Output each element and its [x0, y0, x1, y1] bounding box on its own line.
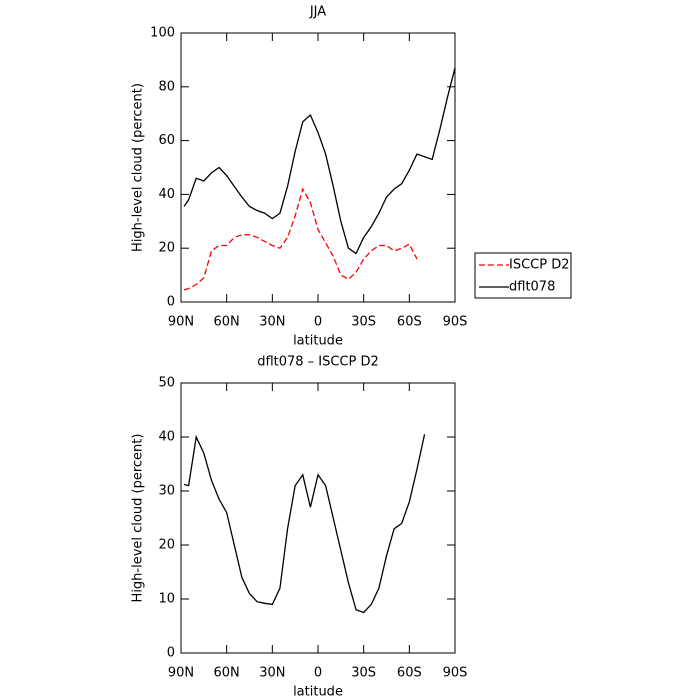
- chart-title: dflt078 – ISCCP D2: [257, 355, 379, 370]
- legend-box: [474, 252, 572, 299]
- y-axis-label: High-level cloud (percent): [131, 83, 146, 252]
- x-tick-label: 30N: [259, 666, 285, 681]
- x-axis-label: latitude: [293, 685, 343, 700]
- x-tick-label: 60S: [397, 666, 422, 681]
- x-tick-label: 90S: [443, 666, 468, 681]
- x-tick-label: 30N: [259, 315, 285, 330]
- x-tick-label: 60S: [397, 315, 422, 330]
- x-tick-label: 60N: [214, 315, 240, 330]
- y-tick-label: 20: [158, 538, 175, 553]
- y-tick-label: 30: [158, 484, 175, 499]
- legend-label: dflt078: [509, 280, 555, 295]
- y-axis-label: High-level cloud (percent): [131, 434, 146, 603]
- y-tick-label: 80: [158, 79, 175, 94]
- x-tick-label: 90N: [168, 315, 194, 330]
- y-tick-label: 50: [158, 376, 175, 391]
- y-tick-label: 60: [158, 133, 175, 148]
- x-tick-label: 0: [314, 666, 322, 681]
- x-tick-label: 0: [314, 315, 322, 330]
- series-line: [183, 187, 418, 291]
- x-tick-label: 60N: [214, 666, 240, 681]
- y-tick-label: 40: [158, 430, 175, 445]
- y-tick-label: 100: [150, 26, 175, 41]
- plot-frame: [180, 32, 456, 303]
- x-tick-label: 30S: [351, 315, 376, 330]
- x-tick-label: 90N: [168, 666, 194, 681]
- y-tick-label: 0: [167, 295, 175, 310]
- plot-frame: [180, 382, 456, 654]
- y-tick-label: 0: [167, 646, 175, 661]
- y-tick-label: 40: [158, 187, 175, 202]
- x-tick-label: 30S: [351, 666, 376, 681]
- series-line: [183, 434, 426, 614]
- series-line: [183, 67, 456, 255]
- x-axis-label: latitude: [293, 334, 343, 349]
- chart-title: JJA: [309, 5, 326, 20]
- x-tick-label: 90S: [443, 315, 468, 330]
- y-tick-label: 10: [158, 592, 175, 607]
- legend-label: ISCCP D2: [509, 258, 570, 273]
- y-tick-label: 20: [158, 241, 175, 256]
